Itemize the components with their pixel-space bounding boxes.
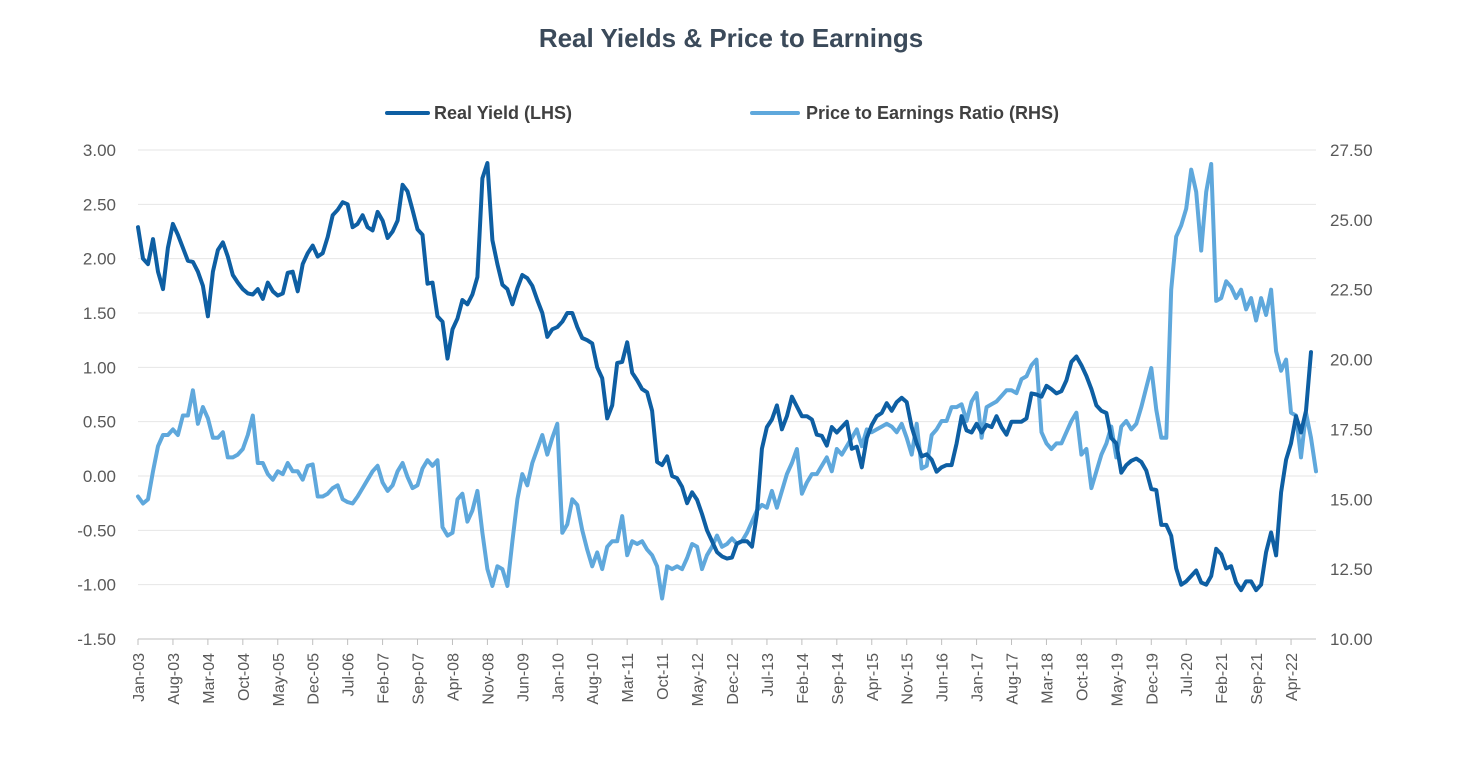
left-y-tick-label: 1.00 <box>83 358 116 377</box>
x-tick-label: Oct-04 <box>236 653 253 701</box>
left-y-tick-label: -1.50 <box>77 630 116 649</box>
legend-label-pe-ratio: Price to Earnings Ratio (RHS) <box>806 103 1059 123</box>
series-line-real-yield <box>136 161 1313 593</box>
right-y-tick-label: 27.50 <box>1330 141 1373 160</box>
gridlines <box>138 149 1316 640</box>
x-tick-label: Mar-18 <box>1039 653 1056 704</box>
right-y-tick-label: 25.00 <box>1330 211 1373 230</box>
legend: Real Yield (LHS) Price to Earnings Ratio… <box>385 103 1059 123</box>
x-tick-label: Jul-06 <box>341 653 358 697</box>
x-tick-label: Dec-05 <box>306 653 323 705</box>
x-tick-label: Jan-10 <box>550 653 567 702</box>
x-tick-label: Jul-20 <box>1179 653 1196 697</box>
right-y-tick-label: 22.50 <box>1330 281 1373 300</box>
x-tick-label: Nov-15 <box>900 653 917 705</box>
x-tick-label: Dec-12 <box>725 653 742 705</box>
left-y-axis: 3.00 2.50 2.00 1.50 1.00 0.50 0.00 -0.50 -1.00 -1… <box>77 141 116 649</box>
left-y-tick-label: 0.50 <box>83 413 116 432</box>
series-line-pe-ratio <box>136 162 1318 601</box>
x-tick-label: May-05 <box>271 653 288 706</box>
x-tick-label: Oct-11 <box>655 653 672 700</box>
right-y-tick-label: 12.50 <box>1330 560 1373 579</box>
right-y-tick-label: 17.50 <box>1330 420 1373 439</box>
x-tick-label: Jun-09 <box>515 653 532 702</box>
x-tick-label: Feb-21 <box>1214 653 1231 704</box>
x-tick-label: May-19 <box>1109 653 1126 706</box>
x-tick-label: Aug-17 <box>1005 653 1022 705</box>
left-y-tick-label: 3.00 <box>83 141 116 160</box>
right-y-tick-label: 10.00 <box>1330 630 1373 649</box>
legend-label-real-yield: Real Yield (LHS) <box>434 103 572 123</box>
x-tick-label: Dec-19 <box>1144 653 1161 705</box>
right-y-axis: 27.50 25.00 22.50 20.00 17.50 15.00 12.50 10.00 <box>1330 141 1373 649</box>
x-axis: Jan-03 Aug-03 Mar-04 Oct-04 May-05 Dec-05 Jul-… <box>131 639 1301 706</box>
series-lines <box>136 161 1318 601</box>
x-tick-label: Apr-22 <box>1284 653 1301 701</box>
x-tick-label: Jan-03 <box>131 653 148 702</box>
x-tick-label: Aug-10 <box>585 653 602 705</box>
x-tick-label: Feb-14 <box>795 653 812 704</box>
left-y-tick-label: 2.00 <box>83 250 116 269</box>
x-tick-label: Sep-21 <box>1249 653 1266 705</box>
right-y-tick-label: 20.00 <box>1330 351 1373 370</box>
x-tick-label: Jul-13 <box>760 653 777 697</box>
x-tick-label: Sep-07 <box>411 653 428 705</box>
x-tick-label: Nov-08 <box>480 653 497 705</box>
right-y-tick-label: 15.00 <box>1330 490 1373 509</box>
chart-title: Real Yields & Price to Earnings <box>539 23 923 53</box>
x-tick-label: Jun-16 <box>935 653 952 702</box>
x-tick-label: Feb-07 <box>376 653 393 704</box>
x-tick-label: Sep-14 <box>830 653 847 705</box>
left-y-tick-label: 1.50 <box>83 304 116 323</box>
x-tick-label: Mar-04 <box>201 653 218 704</box>
x-tick-label: Apr-08 <box>445 653 462 701</box>
x-tick-label: Aug-03 <box>166 653 183 705</box>
x-tick-label: Jan-17 <box>970 653 987 702</box>
x-tick-label: May-12 <box>690 653 707 706</box>
x-tick-label: Apr-15 <box>865 653 882 701</box>
left-y-tick-label: -0.50 <box>77 521 116 540</box>
x-tick-label: Oct-18 <box>1074 653 1091 701</box>
left-y-tick-label: 2.50 <box>83 195 116 214</box>
left-y-tick-label: -1.00 <box>77 576 116 595</box>
left-y-tick-label: 0.00 <box>83 467 116 486</box>
x-tick-label: Mar-11 <box>620 653 637 703</box>
